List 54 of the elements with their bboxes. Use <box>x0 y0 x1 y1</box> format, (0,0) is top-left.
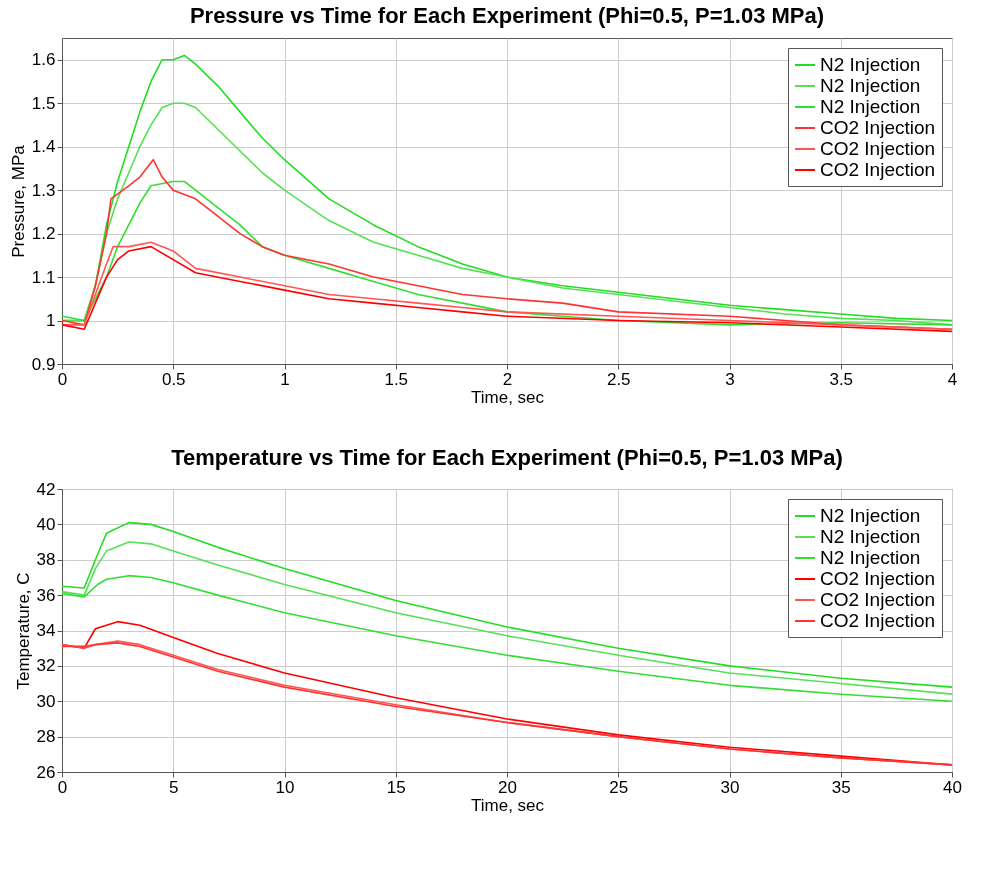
y-tick-label: 42 <box>36 479 56 499</box>
legend-label: N2 Injection <box>820 75 921 96</box>
y-tick-label: 1.6 <box>31 50 56 70</box>
y-tick-label: 1.5 <box>31 93 56 113</box>
x-tick-label: 30 <box>720 777 740 797</box>
line-series <box>62 574 952 703</box>
legend-label: N2 Injection <box>820 547 921 568</box>
y-tick-label: 36 <box>36 585 56 605</box>
y-tick-label: 1.2 <box>31 224 56 244</box>
x-tick-label: 2.5 <box>606 369 631 389</box>
x-tick-label: 25 <box>609 777 629 797</box>
legend-label: N2 Injection <box>820 96 921 117</box>
chart-title: Pressure vs Time for Each Experiment (Phi=0.5, P=1.03 MPa) <box>189 3 825 28</box>
y-tick-label: 1 <box>46 311 56 331</box>
x-tick-label: 35 <box>831 777 851 797</box>
y-tick-label: 1.4 <box>31 137 56 157</box>
chart-title: Temperature vs Time for Each Experiment (Phi=0.5, P=1.03 MPa) <box>171 445 843 470</box>
y-tick-label: 32 <box>36 656 56 676</box>
y-tick-label: 40 <box>36 514 56 534</box>
x-tick-label: 3 <box>725 369 735 389</box>
y-tick-label: 0.9 <box>31 354 56 374</box>
y-tick-label: 34 <box>36 621 56 640</box>
legend-label: N2 Injection <box>820 526 921 547</box>
legend-label: N2 Injection <box>820 505 921 526</box>
legend-label: N2 Injection <box>820 54 921 75</box>
y-tick-label: 26 <box>36 762 56 782</box>
legend-label: CO2 Injection <box>820 610 936 631</box>
y-tick-label: 1.3 <box>31 180 56 200</box>
x-tick-label: 3.5 <box>829 369 854 389</box>
y-tick-label: 1.1 <box>31 267 56 287</box>
x-tick-label: 10 <box>275 777 295 797</box>
y-tick-label: 30 <box>36 691 56 711</box>
y-tick-label: 28 <box>36 727 56 747</box>
legend-label: CO2 Injection <box>820 138 936 159</box>
x-axis-title: Time, sec <box>470 387 545 407</box>
legend-label: CO2 Injection <box>820 568 936 589</box>
x-tick-label: 1 <box>280 369 290 389</box>
x-tick-label: 0 <box>57 777 68 797</box>
x-tick-label: 1.5 <box>384 369 409 389</box>
x-tick-label: 40 <box>943 777 962 797</box>
y-axis-title: Pressure, MPa <box>8 144 28 258</box>
x-tick-label: 0.5 <box>161 369 186 389</box>
legend-label: CO2 Injection <box>820 159 936 180</box>
x-axis-title: Time, sec <box>470 795 545 815</box>
x-tick-label: 0 <box>57 369 68 389</box>
x-tick-label: 4 <box>947 369 958 389</box>
x-tick-label: 5 <box>169 777 179 797</box>
x-tick-label: 20 <box>498 777 517 797</box>
x-tick-label: 15 <box>386 777 406 797</box>
y-axis-title: Temperature, C <box>13 572 33 690</box>
legend-label: CO2 Injection <box>820 117 936 138</box>
x-tick-label: 2 <box>502 369 513 389</box>
y-tick-label: 38 <box>36 550 56 570</box>
legend-label: CO2 Injection <box>820 589 936 610</box>
